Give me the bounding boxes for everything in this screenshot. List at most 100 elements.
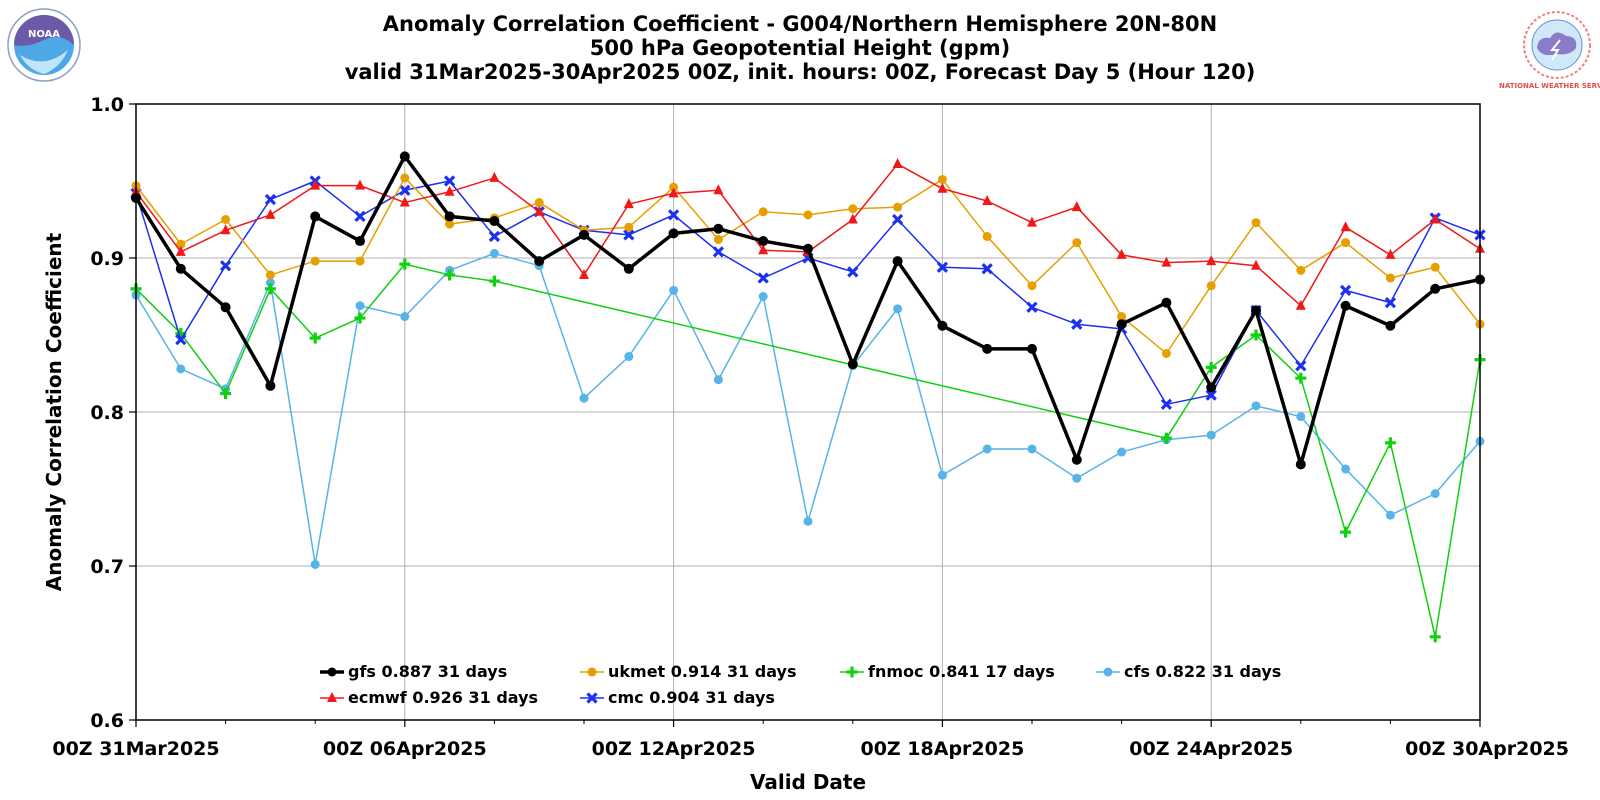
data-point	[1430, 489, 1440, 499]
data-point	[1206, 255, 1217, 266]
data-point	[937, 174, 947, 184]
y-tick-label: 1.0	[90, 94, 124, 116]
data-point	[1160, 432, 1172, 444]
data-point	[1027, 281, 1037, 291]
data-point	[1251, 401, 1261, 411]
legend-item-fnmoc: fnmoc 0.841 17 days	[840, 662, 1055, 681]
data-point	[1385, 320, 1396, 331]
data-point	[982, 343, 993, 354]
data-point	[355, 256, 365, 266]
data-point	[624, 352, 634, 362]
data-point	[176, 364, 186, 374]
data-point	[893, 304, 903, 314]
y-tick-label: 0.8	[90, 402, 124, 424]
data-point	[1206, 382, 1217, 393]
data-point	[803, 516, 813, 526]
data-point	[399, 258, 411, 270]
legend-label: cfs 0.822 31 days	[1124, 662, 1281, 681]
data-point	[579, 229, 589, 240]
data-point	[488, 275, 500, 287]
legend-label: ecmwf 0.926 31 days	[348, 688, 538, 707]
data-point	[579, 393, 589, 403]
data-point	[354, 312, 366, 324]
y-tick-label: 0.9	[90, 248, 124, 270]
data-point	[803, 243, 813, 254]
data-point	[936, 261, 949, 273]
series-line-ukmet	[135, 177, 1481, 355]
data-point	[175, 263, 186, 274]
data-point	[444, 211, 455, 222]
data-point	[1385, 273, 1395, 283]
data-point	[265, 380, 276, 391]
data-point	[1295, 299, 1306, 310]
data-point	[1340, 221, 1351, 232]
data-point	[758, 292, 768, 301]
data-point	[220, 224, 231, 235]
data-point	[1116, 319, 1127, 330]
data-point	[668, 228, 679, 239]
data-point	[175, 245, 186, 256]
data-point	[1341, 238, 1351, 248]
x-tick-label: 00Z 24Apr2025	[1129, 738, 1293, 760]
data-point	[1251, 305, 1261, 316]
data-point	[1072, 238, 1082, 248]
data-point	[937, 320, 948, 331]
legend-label: gfs 0.887 31 days	[348, 662, 507, 681]
x-tick-label: 00Z 18Apr2025	[860, 738, 1024, 760]
y-tick-label: 0.6	[90, 710, 124, 732]
series-ecmwf	[131, 158, 1485, 310]
data-point	[444, 185, 455, 196]
data-point	[1295, 459, 1306, 470]
data-point	[713, 223, 724, 234]
legend-item-cfs: cfs 0.822 31 days	[1096, 662, 1281, 681]
data-point	[892, 256, 903, 267]
data-point	[891, 213, 904, 226]
x-tick-label: 00Z 30Apr2025	[1405, 738, 1569, 760]
data-point	[327, 667, 337, 677]
data-point	[310, 179, 321, 190]
data-point	[1071, 318, 1083, 330]
data-point	[1295, 372, 1307, 384]
data-point	[846, 666, 858, 678]
data-point	[1116, 248, 1127, 259]
series-fnmoc	[130, 258, 1486, 643]
data-point	[400, 312, 410, 322]
data-point	[981, 263, 993, 275]
data-point	[310, 211, 321, 222]
data-point	[219, 260, 232, 272]
data-point	[310, 256, 320, 266]
data-point	[1296, 412, 1306, 422]
data-point	[354, 210, 366, 223]
data-point	[1251, 259, 1261, 270]
data-point	[713, 235, 723, 245]
noaa-logo: NOAA	[7, 8, 81, 82]
data-point	[758, 207, 768, 217]
data-point	[1384, 437, 1396, 449]
data-point	[1430, 213, 1441, 224]
data-point	[1027, 216, 1037, 227]
data-point	[623, 263, 634, 274]
data-point	[982, 195, 993, 206]
data-point	[623, 198, 634, 209]
data-point	[1071, 454, 1082, 465]
data-point	[1206, 281, 1216, 291]
series-layer	[130, 151, 1486, 643]
data-point	[712, 246, 725, 258]
chart-title-line-1: Anomaly Correlation Coefficient - G004/N…	[383, 12, 1217, 36]
data-point	[893, 202, 903, 212]
data-point	[713, 184, 724, 195]
data-point	[534, 256, 545, 267]
data-point	[1385, 248, 1396, 259]
nws-logo: NATIONAL WEATHER SERVICE	[1499, 11, 1600, 90]
data-point	[1161, 297, 1172, 308]
data-point	[586, 692, 598, 704]
data-point	[443, 175, 456, 187]
legend-item-ukmet: ukmet 0.914 31 days	[580, 662, 797, 681]
data-point	[579, 268, 589, 279]
data-point	[310, 559, 320, 569]
nws-logo-text: NATIONAL WEATHER SERVICE	[1499, 82, 1600, 90]
data-point	[1027, 343, 1037, 354]
data-point	[220, 302, 231, 313]
data-point	[355, 301, 365, 311]
